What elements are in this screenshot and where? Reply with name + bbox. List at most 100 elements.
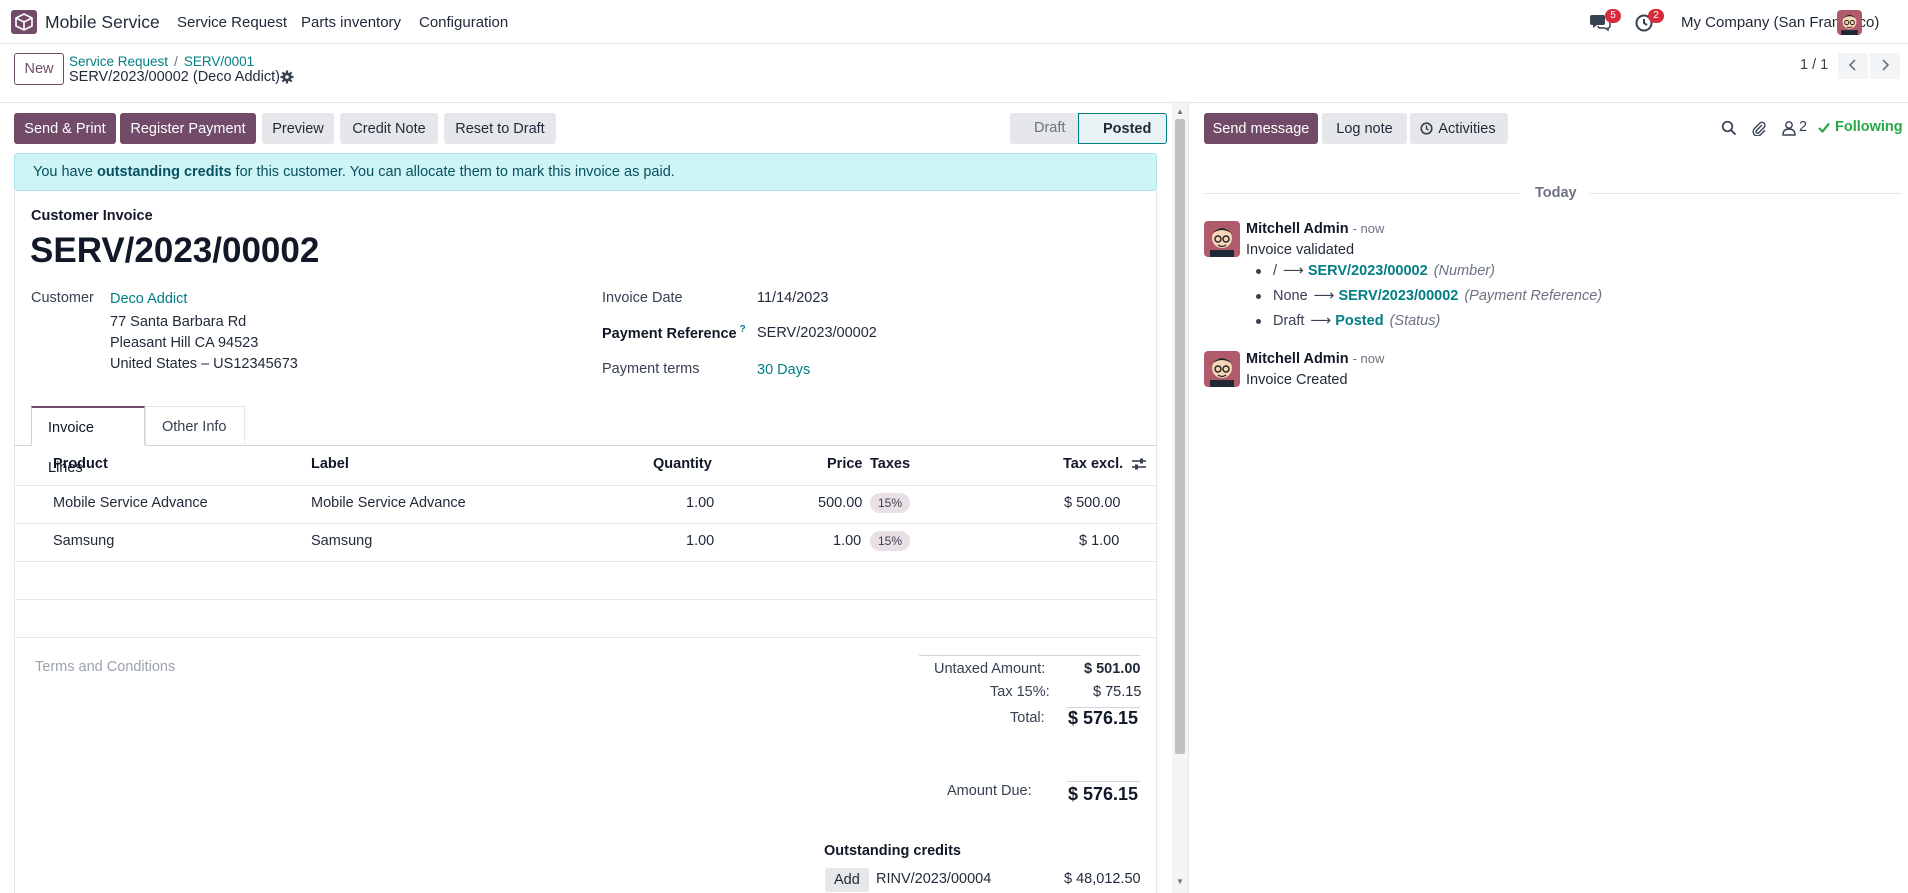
header-quantity[interactable]: Quantity xyxy=(653,456,712,472)
clock-icon[interactable] xyxy=(1634,12,1656,32)
due-divider xyxy=(1067,781,1140,782)
header-tax-excl[interactable]: Tax excl. xyxy=(1063,456,1124,472)
user-icon[interactable] xyxy=(1781,120,1797,136)
menu-configuration[interactable]: Configuration xyxy=(419,14,509,31)
invoice-date-label: Invoice Date xyxy=(602,290,683,306)
tracking-old: Draft xyxy=(1273,313,1305,329)
tracking-field: (Status) xyxy=(1389,313,1441,329)
pager-next-button[interactable] xyxy=(1870,53,1900,79)
payment-reference-label-text: Payment Reference xyxy=(602,325,737,342)
payment-reference-value[interactable]: SERV/2023/00002 xyxy=(757,325,877,341)
user-avatar[interactable] xyxy=(1837,10,1862,35)
send-print-button[interactable]: Send & Print xyxy=(14,113,116,144)
bullet xyxy=(1256,268,1261,274)
row-price[interactable]: 1.00 xyxy=(833,533,862,549)
payment-terms-label: Payment terms xyxy=(602,361,700,377)
status-posted[interactable]: Posted xyxy=(1078,113,1167,144)
message-author[interactable]: Mitchell Admin - now xyxy=(1246,221,1384,237)
alert-prefix: You have xyxy=(33,164,97,180)
sliders-icon[interactable] xyxy=(1131,457,1147,471)
breadcrumb-service-request[interactable]: Service Request xyxy=(69,54,169,69)
arrow-right-icon: ⟶ xyxy=(1283,263,1304,279)
tax-badge[interactable]: 15% xyxy=(870,493,911,513)
scroll-down-icon[interactable]: ▼ xyxy=(1176,877,1184,886)
row-quantity[interactable]: 1.00 xyxy=(686,495,715,511)
header-taxes[interactable]: Taxes xyxy=(870,456,911,472)
reset-to-draft-button[interactable]: Reset to Draft xyxy=(444,113,556,144)
terms-and-conditions-field[interactable]: Terms and Conditions xyxy=(35,659,176,675)
pager-prev-button[interactable] xyxy=(1838,53,1868,79)
register-payment-button[interactable]: Register Payment xyxy=(120,113,256,144)
pager-value[interactable]: 1 / 1 xyxy=(1800,57,1829,73)
paperclip-icon[interactable] xyxy=(1751,120,1767,136)
breadcrumb-serv-0001[interactable]: SERV/0001 xyxy=(183,54,255,69)
tax-value: $ 75.15 xyxy=(1093,684,1142,700)
log-note-button[interactable]: Log note xyxy=(1322,113,1407,144)
message-avatar[interactable] xyxy=(1204,221,1240,257)
row-label[interactable]: Mobile Service Advance xyxy=(311,495,466,511)
address-line-3: United States – US12345673 xyxy=(110,356,298,372)
scroll-up-icon[interactable]: ▲ xyxy=(1176,107,1184,116)
row-product[interactable]: Mobile Service Advance xyxy=(53,495,208,511)
follower-count[interactable]: 2 xyxy=(1799,119,1808,135)
invoice-date-value[interactable]: 11/14/2023 xyxy=(757,290,829,306)
help-icon[interactable]: ? xyxy=(739,324,746,335)
search-icon[interactable] xyxy=(1721,120,1737,136)
scrollbar-thumb[interactable] xyxy=(1175,119,1185,754)
new-button[interactable]: New xyxy=(14,53,64,85)
chatter-divider xyxy=(1188,103,1189,893)
alert-suffix: for this customer. You can allocate them… xyxy=(231,164,675,180)
tax-badge[interactable]: 15% xyxy=(870,531,911,551)
row-quantity[interactable]: 1.00 xyxy=(686,533,715,549)
message-body: Invoice validated xyxy=(1246,242,1355,258)
header-divider xyxy=(14,485,1157,486)
tab-invoice-lines[interactable]: Invoice Lines xyxy=(31,406,145,476)
message-author-name[interactable]: Mitchell Admin xyxy=(1246,221,1349,237)
customer-link[interactable]: Deco Addict xyxy=(110,291,188,307)
preview-button[interactable]: Preview xyxy=(262,113,334,144)
tab-other-info[interactable]: Other Info xyxy=(145,406,245,446)
chevron-right-icon xyxy=(1882,58,1890,71)
menu-service-request[interactable]: Service Request xyxy=(177,14,288,31)
bullet xyxy=(1256,293,1261,299)
control-panel-divider xyxy=(0,102,1908,103)
header-price[interactable]: Price xyxy=(827,456,863,472)
total-divider xyxy=(1067,707,1140,708)
box-icon[interactable] xyxy=(11,10,37,34)
row-price[interactable]: 500.00 xyxy=(818,495,863,511)
following-button[interactable]: Following xyxy=(1835,119,1903,135)
row-product[interactable]: Samsung xyxy=(53,533,115,549)
address-line-2: Pleasant Hill CA 94523 xyxy=(110,335,259,351)
header-product[interactable]: Product xyxy=(53,456,108,472)
header-label[interactable]: Label xyxy=(311,456,349,472)
message-time: - now xyxy=(1352,351,1385,366)
tracking-new: SERV/2023/00002 xyxy=(1307,263,1428,279)
clock-icon xyxy=(1420,122,1433,135)
row-label[interactable]: Samsung xyxy=(311,533,373,549)
activities-badge: 2 xyxy=(1648,9,1664,23)
payment-terms-value[interactable]: 30 Days xyxy=(757,362,811,378)
chevron-left-icon xyxy=(1848,58,1856,71)
message-author-name[interactable]: Mitchell Admin xyxy=(1246,351,1349,367)
credit-note-button[interactable]: Credit Note xyxy=(340,113,438,144)
payment-reference-label: Payment Reference? xyxy=(602,324,746,342)
avatar-icon xyxy=(1837,10,1862,35)
add-credit-button[interactable]: Add xyxy=(825,868,869,892)
credit-reference-link[interactable]: RINV/2023/00004 xyxy=(876,871,992,887)
gear-icon[interactable] xyxy=(280,70,294,84)
date-separator: Today xyxy=(1535,185,1577,201)
total-value: $ 576.15 xyxy=(1068,708,1139,728)
send-message-button[interactable]: Send message xyxy=(1204,113,1318,144)
messages-badge: 5 xyxy=(1605,9,1621,23)
row-subtotal: $ 1.00 xyxy=(1079,533,1120,549)
status-draft[interactable]: Draft xyxy=(1010,113,1078,144)
message-avatar[interactable] xyxy=(1204,351,1240,387)
menu-parts-inventory[interactable]: Parts inventory xyxy=(301,14,402,31)
amount-due-value: $ 576.15 xyxy=(1068,784,1139,804)
app-name[interactable]: Mobile Service xyxy=(45,12,160,32)
arrow-right-icon: ⟶ xyxy=(1310,313,1332,329)
company-switcher[interactable]: My Company (San Francisco) xyxy=(1681,14,1880,31)
message-author[interactable]: Mitchell Admin - now xyxy=(1246,351,1384,367)
tracking-old: None xyxy=(1273,288,1308,304)
message-time: - now xyxy=(1352,221,1385,236)
